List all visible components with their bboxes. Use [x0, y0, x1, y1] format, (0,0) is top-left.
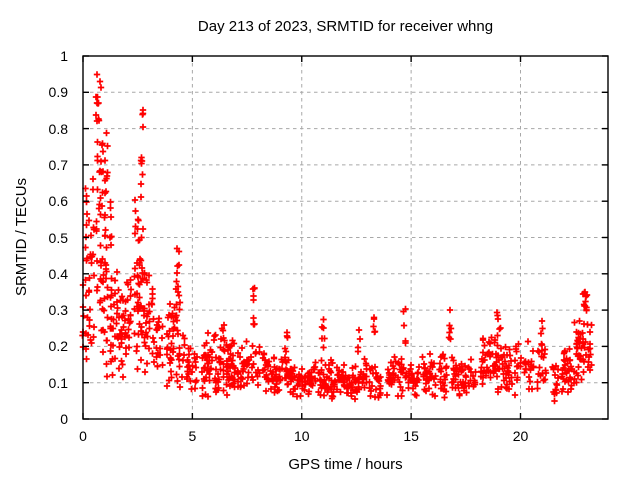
- y-tick-label: 1: [60, 48, 68, 64]
- x-tick-label: 0: [79, 428, 87, 444]
- y-tick-label: 0.1: [48, 374, 68, 391]
- chart-title: Day 213 of 2023, SRMTID for receiver whn…: [197, 18, 494, 35]
- y-tick-label: 0.8: [48, 120, 68, 137]
- y-tick-label: 0: [60, 411, 68, 427]
- x-axis-label: GPS time / hours: [288, 456, 403, 473]
- y-tick-label: 0.9: [48, 84, 68, 101]
- x-tick-label: 20: [512, 428, 529, 444]
- x-tick-label: 5: [188, 428, 197, 444]
- y-tick-label: 0.6: [48, 193, 68, 210]
- y-tick-label: 0.2: [48, 338, 68, 355]
- y-tick-label: 0.3: [48, 302, 68, 319]
- x-tick-label: 15: [403, 428, 419, 444]
- x-tick-label: 10: [293, 428, 310, 444]
- y-tick-label: 0.7: [48, 156, 68, 173]
- y-tick-label: 0.4: [48, 265, 68, 282]
- y-tick-label: 0.5: [48, 229, 68, 246]
